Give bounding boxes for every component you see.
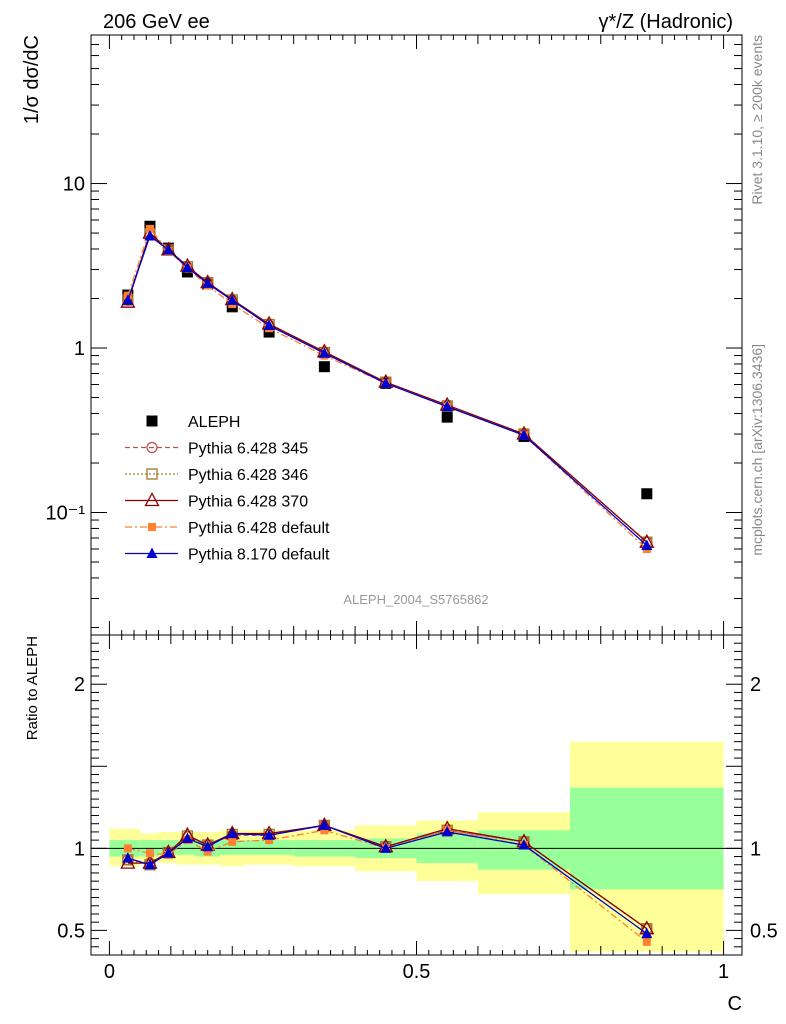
main-point-p8def [226, 294, 238, 305]
ratio-point-p8def [162, 847, 174, 858]
main-point-p8def [144, 229, 156, 241]
ratio-y-tick-label-right: 0.5 [750, 920, 778, 942]
ratio-y-axis-label: Ratio to ALEPH [24, 636, 41, 740]
header-right-title: γ*/Z (Hadronic) [599, 11, 733, 33]
mcplots-label: mcplots.cern.ch [arXiv:1306.3436] [749, 344, 765, 556]
legend-entry-p8def: Pythia 8.170 default [125, 547, 330, 564]
ratio-band-inner [570, 787, 724, 890]
legend-marker-p6def [148, 523, 156, 531]
main-point-p8def [641, 539, 653, 551]
ratio-point-p8def [263, 829, 275, 840]
ratio-point-p8def [318, 819, 330, 830]
legend-entry-p370: Pythia 6.428 370 [125, 492, 308, 511]
ratio-y-tick-label-right: 1 [750, 838, 761, 860]
series-layer [120, 220, 655, 946]
ratio-point-p8def [122, 852, 134, 863]
legend-entry-p345: Pythia 6.428 345 [125, 441, 308, 458]
main-point-aleph [641, 488, 653, 500]
legend-marker-p345 [146, 441, 158, 454]
ratio-point-p6def [320, 826, 329, 835]
tick-labels: 10 1 10⁻¹ 0.5 0.5 1 1 2 2 0 0.5 1 [46, 174, 778, 983]
main-point-p8def [318, 347, 330, 358]
axis-ticks [91, 34, 742, 955]
main-point-p8def [181, 261, 193, 273]
ratio-point-p8def [226, 827, 238, 839]
legend-label-p370: Pythia 6.428 370 [188, 494, 308, 511]
legend: ALEPH Pythia 6.428 345 Pythia 6.428 346 Pyt… [125, 414, 330, 564]
main-point-aleph [318, 361, 330, 373]
legend-entry-p6def: Pythia 6.428 default [125, 520, 330, 537]
main-point-p8def [380, 377, 392, 388]
ratio-band-inner [244, 840, 294, 855]
main-point-p6def [145, 224, 154, 233]
legend-label-p346: Pythia 6.428 346 [188, 467, 308, 484]
ratio-point-p6def [642, 937, 651, 946]
legend-marker-p8def [146, 547, 158, 558]
analysis-id-label: ALEPH_2004_S5765862 [343, 592, 488, 607]
ratio-point-p6def [265, 836, 274, 845]
ratio-uncertainty-bands [109, 741, 724, 952]
ratio-point-p8def [518, 839, 530, 850]
main-point-aleph [441, 411, 453, 423]
legend-entry-aleph: ALEPH [146, 414, 240, 431]
x-tick-label: 0.5 [403, 961, 431, 983]
legend-marker-p370 [144, 492, 160, 507]
main-y-tick-label: 10 [63, 174, 85, 196]
ratio-y-tick-label-right: 2 [750, 674, 761, 696]
main-point-p8def [122, 294, 134, 305]
legend-entry-p346: Pythia 6.428 346 [125, 467, 308, 484]
ratio-point-p6def [145, 849, 154, 858]
x-tick-label: 0 [104, 961, 115, 983]
legend-label-p8def: Pythia 8.170 default [188, 547, 330, 564]
ratio-plot-frame [90, 634, 743, 956]
legend-label-p6def: Pythia 6.428 default [188, 520, 330, 537]
ratio-point-p8def [181, 832, 193, 843]
legend-marker-aleph [146, 415, 158, 427]
x-axis-label: C [728, 993, 742, 1015]
ratio-point-p8def [641, 927, 653, 939]
ratio-y-tick-label-left: 0.5 [57, 920, 85, 942]
main-point-p8def [202, 277, 214, 288]
main-point-p8def [162, 243, 174, 255]
legend-label-p345: Pythia 6.428 345 [188, 441, 308, 458]
ratio-point-p8def [441, 825, 453, 837]
main-line-p8def [127, 234, 648, 546]
main-point-p8def [441, 400, 453, 412]
ratio-y-tick-label-left: 2 [74, 674, 85, 696]
ratio-point-p6def [123, 844, 132, 853]
ratio-y-tick-label-left: 1 [74, 838, 85, 860]
main-y-axis-label: 1/σ dσ/dC [21, 35, 43, 124]
main-y-tick-label: 1 [74, 338, 85, 360]
ratio-line-p6def [127, 829, 648, 943]
ratio-point-p8def [144, 858, 156, 870]
ratio-point-p8def [380, 842, 392, 853]
x-tick-label: 1 [718, 961, 729, 983]
main-point-p8def [263, 319, 275, 331]
main-point-p8def [518, 429, 530, 440]
ratio-point-p6def [228, 837, 237, 846]
legend-label-aleph: ALEPH [188, 414, 240, 431]
header-left-title: 206 GeV ee [103, 11, 210, 33]
ratio-point-p8def [202, 840, 214, 852]
legend-marker-p346 [146, 468, 158, 480]
ratio-point-p6def [203, 847, 212, 856]
main-y-tick-label: 10⁻¹ [46, 503, 86, 525]
rivet-version-label: Rivet 3.1.10, ≥ 200k events [749, 35, 765, 205]
